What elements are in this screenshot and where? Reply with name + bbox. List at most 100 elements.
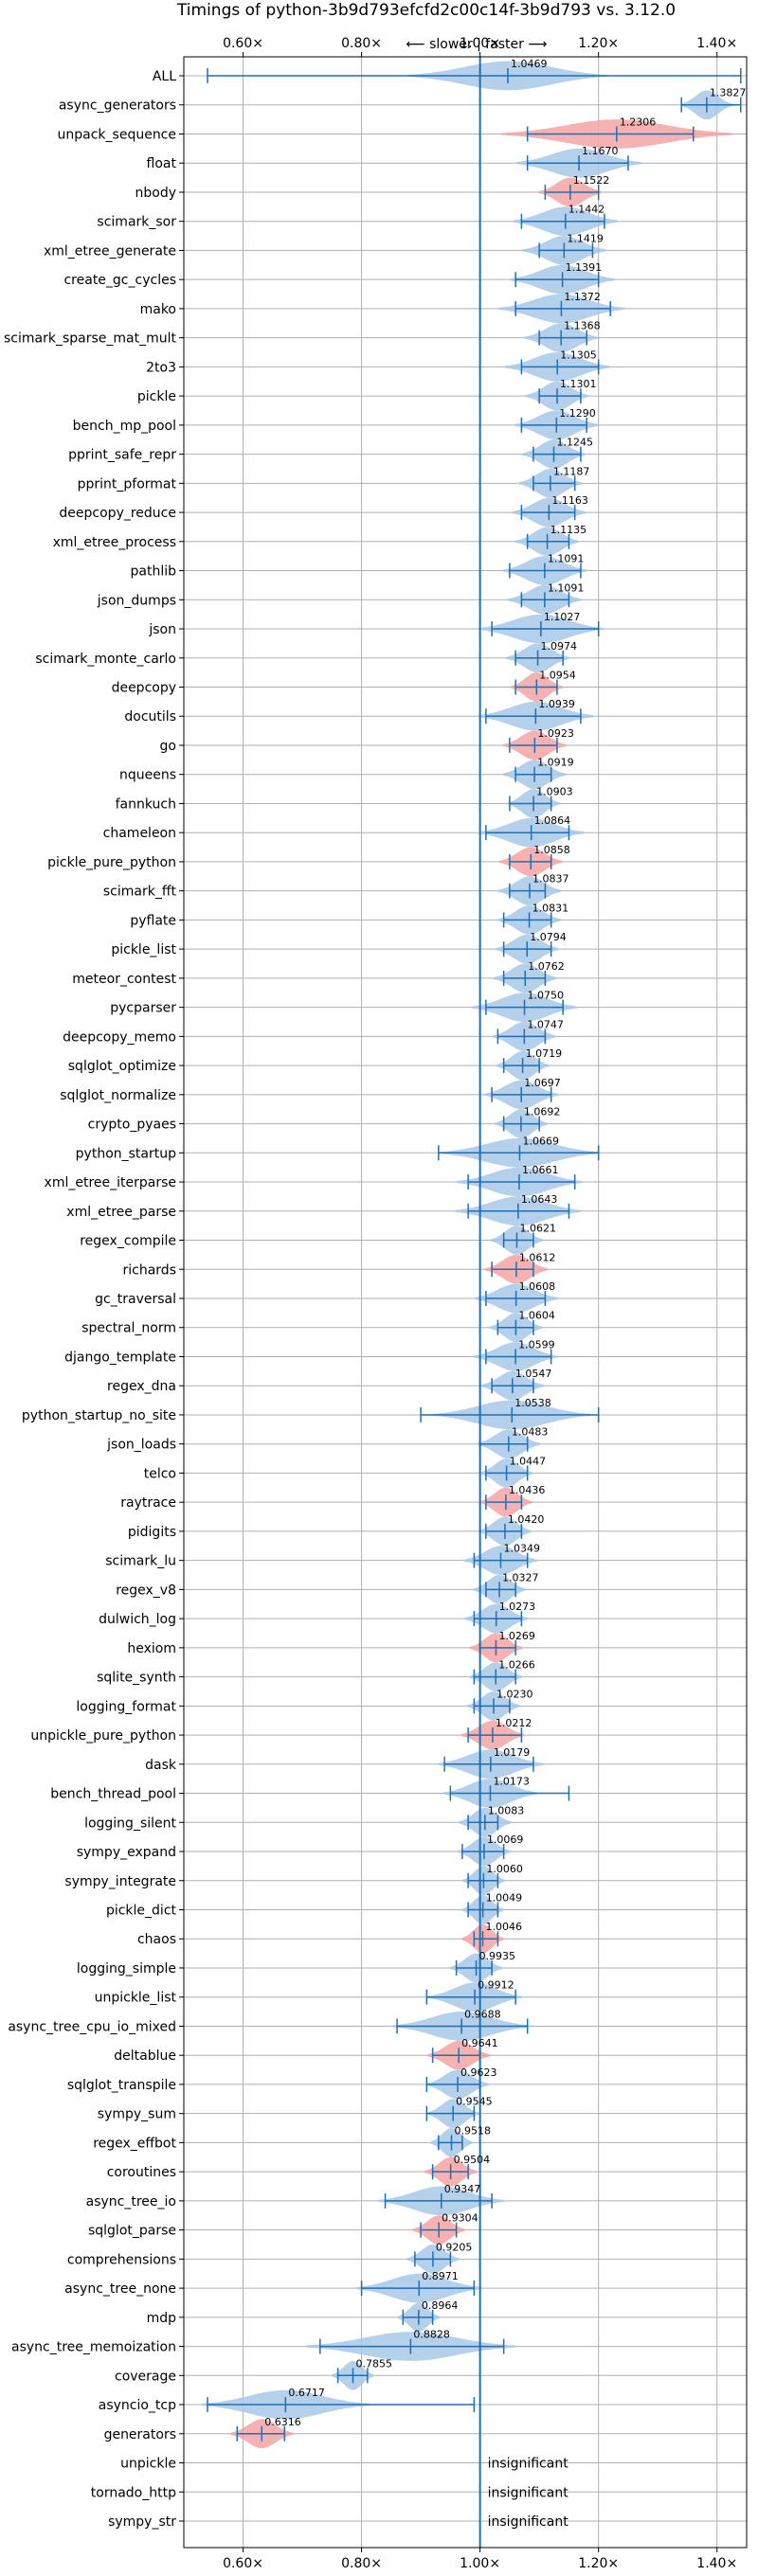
- x-tick-label-bottom: 1.20×: [578, 2556, 619, 2571]
- insignificant-label: insignificant: [488, 2485, 569, 2500]
- mean-label-xml_etree_parse: 1.0643: [521, 1193, 558, 1206]
- y-tick-label: asyncio_tcp: [99, 2398, 176, 2413]
- mean-label-json_loads: 1.0483: [512, 1426, 549, 1439]
- x-tick-label-top: 0.60×: [223, 36, 263, 51]
- y-tick-label: pickle: [137, 389, 176, 404]
- mean-label-sqlglot_transpile: 0.9623: [460, 2066, 497, 2079]
- y-tick-label: scimark_lu: [105, 1554, 176, 1569]
- mean-label-pycparser: 1.0750: [528, 990, 565, 1002]
- y-tick-label: coverage: [115, 2369, 176, 2384]
- mean-label-ALL: 1.0469: [511, 58, 548, 70]
- y-tick-label: async_tree_io: [86, 2194, 176, 2209]
- y-tick-label: docutils: [124, 709, 176, 724]
- y-tick-label: sqlglot_parse: [88, 2224, 176, 2239]
- mean-label-hexiom: 1.0269: [498, 1630, 535, 1642]
- x-axis-top: 0.60× 0.80× 1.00× 1.20× 1.40×: [223, 36, 737, 57]
- y-tick-label: sqlglot_normalize: [60, 1088, 176, 1103]
- mean-label-pathlib: 1.1091: [548, 553, 585, 565]
- y-tick-label: sqlite_synth: [97, 1671, 176, 1686]
- x-axis-bottom: 0.60× 0.80× 1.00× 1.20× 1.40×: [223, 2548, 737, 2571]
- mean-label-sympy_integrate: 1.0060: [486, 1863, 523, 1875]
- mean-label-comprehensions: 0.9205: [436, 2241, 473, 2253]
- mean-label-pyflate: 1.0831: [532, 902, 569, 914]
- y-tick-label: crypto_pyaes: [88, 1118, 176, 1133]
- y-tick-label: create_gc_cycles: [63, 273, 176, 288]
- y-tick-label: spectral_norm: [81, 1321, 176, 1336]
- mean-label-raytrace: 1.0436: [509, 1484, 546, 1496]
- mean-label-logging_silent: 1.0083: [488, 1804, 525, 1816]
- y-tick-label: dulwich_log: [99, 1612, 176, 1627]
- mean-label-sqlglot_optimize: 1.0719: [526, 1047, 563, 1060]
- y-tick-label: xml_etree_iterparse: [45, 1175, 176, 1190]
- mean-label-sqlite_synth: 1.0266: [498, 1659, 535, 1672]
- mean-label-mdp: 0.8964: [422, 2299, 459, 2312]
- mean-label-json_dumps: 1.1091: [548, 581, 585, 594]
- y-tick-label: sympy_integrate: [64, 1874, 176, 1889]
- mean-label-scimark_sor: 1.1442: [568, 204, 605, 216]
- y-tick-label: ALL: [153, 69, 176, 84]
- y-tick-label: unpickle: [120, 2457, 176, 2472]
- mean-label-float: 1.1670: [582, 145, 619, 157]
- chart-title: Timings of python-3b9d793efcfd2c00c14f-3…: [176, 1, 676, 20]
- mean-label-sqlglot_parse: 0.9304: [442, 2212, 478, 2225]
- x-tick-label-top: 0.80×: [341, 36, 382, 51]
- mean-label-coroutines: 0.9504: [454, 2154, 491, 2166]
- y-tick-label: scimark_monte_carlo: [35, 652, 176, 667]
- y-tick-label: pyflate: [130, 913, 176, 928]
- mean-label-regex_effbot: 0.9518: [454, 2124, 491, 2137]
- mean-label-pickle_list: 1.0794: [530, 931, 567, 943]
- y-tick-label: logging_simple: [77, 1961, 176, 1977]
- data-labels: 1.0469 1.3827 1.2306 1.1670 1.1522 1.1442 1.14…: [264, 58, 746, 2530]
- mean-label-async_tree_cpu_io_mixed: 0.9688: [464, 2008, 501, 2020]
- y-tick-label: regex_dna: [107, 1379, 176, 1394]
- y-tick-label: pickle_pure_python: [47, 855, 176, 870]
- y-tick-label: fannkuch: [116, 796, 176, 812]
- mean-label-async_tree_memoization: 0.8828: [413, 2329, 450, 2341]
- y-tick-label: deepcopy: [112, 681, 176, 696]
- y-tick-label: async_tree_none: [64, 2281, 176, 2297]
- y-tick-label: python_startup: [76, 1146, 176, 1161]
- x-tick-label-bottom: 0.60×: [223, 2556, 263, 2571]
- error-bars: [207, 68, 742, 2442]
- mean-label-nbody: 1.1522: [573, 174, 610, 187]
- mean-label-nqueens: 1.0919: [537, 757, 574, 769]
- y-tick-label: unpickle_list: [95, 1991, 177, 2006]
- mean-label-regex_dna: 1.0547: [515, 1368, 552, 1380]
- axis-annotation: ⟵ slower | faster ⟶: [406, 37, 548, 52]
- mean-label-logging_simple: 0.9935: [479, 1950, 516, 1962]
- mean-label-dask: 1.0179: [494, 1746, 531, 1759]
- y-tick-label: pickle_dict: [106, 1904, 177, 1919]
- insignificant-label: insignificant: [488, 2457, 569, 2472]
- y-tick-label: logging_silent: [84, 1816, 176, 1831]
- mean-label-pprint_safe_repr: 1.1245: [556, 437, 593, 449]
- mean-label-pidigits: 1.0420: [508, 1513, 545, 1526]
- y-tick-label: chameleon: [103, 826, 176, 841]
- x-tick-label-top: 1.40×: [696, 36, 737, 51]
- mean-label-go: 1.0923: [537, 727, 574, 740]
- y-tick-label: scimark_fft: [103, 885, 177, 900]
- y-tick-label: unpickle_pure_python: [30, 1728, 176, 1744]
- y-tick-label: bench_thread_pool: [50, 1787, 176, 1802]
- y-tick-label: hexiom: [127, 1641, 176, 1656]
- y-tick-label: deepcopy_memo: [63, 1029, 176, 1045]
- mean-label-json: 1.1027: [544, 611, 581, 623]
- mean-label-fannkuch: 1.0903: [536, 785, 573, 797]
- mean-label-deltablue: 0.9641: [461, 2037, 498, 2049]
- mean-label-telco: 1.0447: [510, 1455, 547, 1467]
- y-tick-label: json_dumps: [97, 593, 176, 608]
- mean-label-scimark_monte_carlo: 1.0974: [541, 640, 578, 653]
- x-tick-label-bottom: 1.00×: [460, 2556, 500, 2571]
- y-tick-label: pidigits: [128, 1525, 176, 1540]
- y-tick-label: deltablue: [114, 2048, 176, 2064]
- mean-label-scimark_fft: 1.0837: [532, 873, 569, 886]
- y-tick-label: go: [160, 739, 176, 754]
- mean-label-sympy_sum: 0.9545: [456, 2096, 493, 2108]
- plot-frame: [183, 56, 748, 2549]
- x-tick-label-top: 1.00×: [460, 36, 500, 51]
- mean-label-pickle_pure_python: 1.0858: [533, 844, 570, 856]
- y-tick-label: pprint_pformat: [78, 476, 177, 492]
- y-tick-label: sympy_expand: [77, 1845, 176, 1860]
- mean-label-docutils: 1.0939: [538, 698, 575, 710]
